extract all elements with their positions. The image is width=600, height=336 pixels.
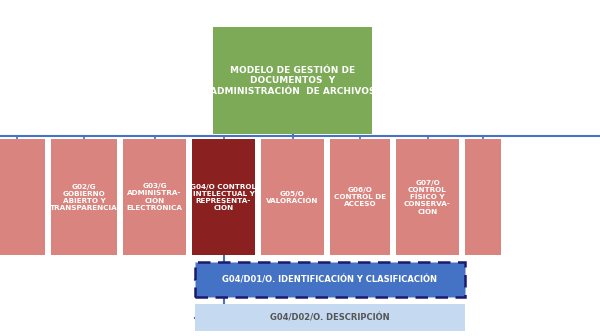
Bar xyxy=(396,139,459,255)
Bar xyxy=(0,139,45,255)
Text: G02/G
GOBIERNO
ABIERTO Y
TRANSPARENCIA: G02/G GOBIERNO ABIERTO Y TRANSPARENCIA xyxy=(50,184,118,211)
Bar xyxy=(123,139,186,255)
Bar xyxy=(192,139,255,255)
Bar xyxy=(195,304,465,331)
Text: G04/O CONTROL
INTELECTUAL Y
REPRESENTA-
CIÓN: G04/O CONTROL INTELECTUAL Y REPRESENTA- … xyxy=(191,183,257,211)
Bar xyxy=(261,139,324,255)
Bar xyxy=(213,27,372,134)
Text: G04/D01/O. IDENTIFICACIÓN Y CLASIFICACIÓN: G04/D01/O. IDENTIFICACIÓN Y CLASIFICACIÓ… xyxy=(223,275,437,284)
Text: G07/O
CONTROL
FÍSICO Y
CONSERVA-
CIÓN: G07/O CONTROL FÍSICO Y CONSERVA- CIÓN xyxy=(404,180,451,215)
Text: G03/G
ADMINISTRA-
CIÓN
ELECTRÓNICA: G03/G ADMINISTRA- CIÓN ELECTRÓNICA xyxy=(127,183,182,211)
Bar xyxy=(330,139,390,255)
Text: MODELO DE GESTIÓN DE
DOCUMENTOS  Y
ADMINISTRACIÓN  DE ARCHIVOS: MODELO DE GESTIÓN DE DOCUMENTOS Y ADMINI… xyxy=(210,66,375,95)
Bar xyxy=(195,262,465,297)
Text: G05/O
VALORACIÓN: G05/O VALORACIÓN xyxy=(266,191,319,204)
Text: G06/O
CONTROL DE
ACCESO: G06/O CONTROL DE ACCESO xyxy=(334,187,386,207)
Bar xyxy=(51,139,117,255)
Bar xyxy=(465,139,501,255)
Text: G04/D02/O. DESCRIPCIÓN: G04/D02/O. DESCRIPCIÓN xyxy=(270,313,390,322)
